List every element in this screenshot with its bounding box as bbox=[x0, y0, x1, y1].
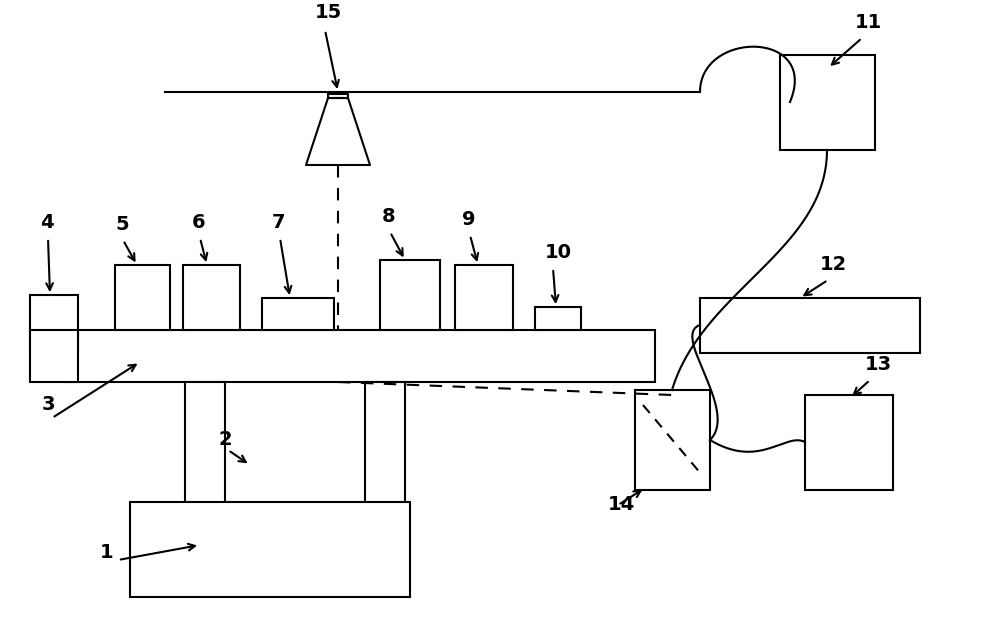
Bar bbox=[380, 260, 440, 330]
Bar bbox=[780, 55, 875, 150]
Bar bbox=[30, 330, 78, 382]
Text: 8: 8 bbox=[382, 207, 396, 226]
Bar bbox=[365, 382, 405, 512]
Bar bbox=[700, 298, 920, 353]
Text: 4: 4 bbox=[40, 213, 54, 232]
Text: 12: 12 bbox=[820, 255, 847, 274]
Text: 7: 7 bbox=[272, 213, 286, 232]
Text: 1: 1 bbox=[100, 543, 114, 562]
Text: 5: 5 bbox=[115, 215, 129, 234]
Text: 2: 2 bbox=[218, 430, 232, 449]
Bar bbox=[455, 265, 513, 330]
Text: 11: 11 bbox=[855, 13, 882, 32]
Text: 3: 3 bbox=[42, 395, 56, 414]
Text: 9: 9 bbox=[462, 210, 476, 229]
Bar bbox=[805, 395, 893, 490]
Bar bbox=[65, 330, 655, 382]
Text: 10: 10 bbox=[545, 243, 572, 262]
Bar bbox=[635, 390, 710, 490]
Bar bbox=[115, 265, 170, 330]
Bar bbox=[30, 295, 78, 350]
Bar bbox=[535, 307, 581, 330]
Text: 13: 13 bbox=[865, 355, 892, 374]
Text: 6: 6 bbox=[192, 213, 206, 232]
Bar bbox=[185, 382, 225, 512]
Text: 14: 14 bbox=[608, 495, 635, 514]
Bar bbox=[262, 298, 334, 330]
Text: 15: 15 bbox=[315, 3, 342, 22]
Bar bbox=[183, 265, 240, 330]
Bar bbox=[130, 502, 410, 597]
